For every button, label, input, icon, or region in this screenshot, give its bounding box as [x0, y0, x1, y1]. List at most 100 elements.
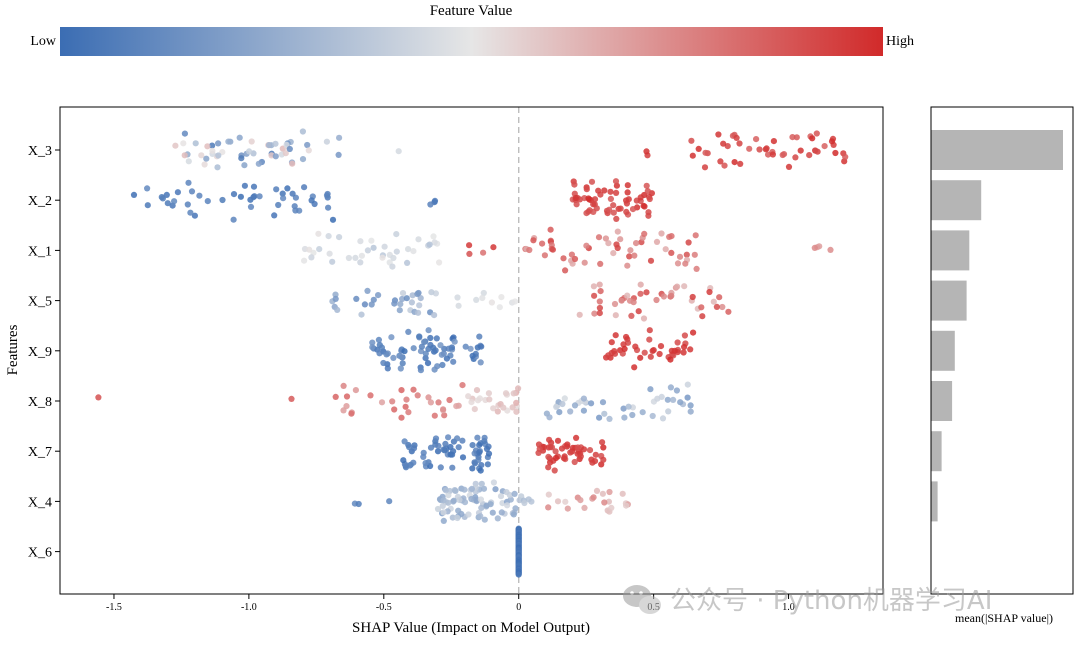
point-x8 [513, 408, 520, 415]
point-x2 [617, 205, 624, 212]
point-x4 [461, 499, 469, 506]
point-x4 [503, 489, 510, 496]
point-x2 [159, 195, 166, 202]
watermark-text: 公众号 · Python机器学习AI [670, 586, 992, 616]
point-x9 [401, 348, 408, 355]
point-x3 [286, 145, 293, 153]
point-x3 [198, 152, 205, 159]
point-x9 [427, 334, 434, 342]
point-x2 [610, 209, 617, 216]
point-x1 [315, 230, 322, 237]
point-x7 [481, 434, 488, 441]
point-x5 [596, 310, 603, 317]
point-x2 [230, 216, 237, 223]
point-x5 [591, 292, 598, 299]
point-x3 [793, 134, 800, 141]
point-x9 [425, 327, 432, 334]
point-x2 [164, 200, 171, 207]
point-x8 [332, 393, 339, 400]
point-x1 [466, 242, 473, 249]
point-x7 [577, 453, 584, 460]
point-x4 [445, 492, 452, 499]
point-x8 [378, 399, 386, 406]
point-x5 [618, 297, 625, 304]
point-x8 [625, 403, 632, 410]
point-x4 [450, 497, 457, 504]
point-x9 [623, 333, 630, 341]
point-x9 [612, 332, 619, 339]
point-x5 [628, 312, 635, 319]
point-x9 [431, 366, 438, 373]
point-x3 [203, 155, 210, 162]
point-x5 [428, 289, 435, 296]
point-x7 [400, 457, 407, 464]
point-x9 [416, 333, 423, 340]
point-x6 [515, 571, 522, 578]
point-x1 [676, 253, 684, 260]
point-x3 [172, 142, 179, 149]
point-x3 [241, 162, 248, 169]
point-x4 [468, 485, 475, 492]
point-x1 [526, 246, 533, 254]
point-x2 [612, 178, 620, 185]
importance-bar-x2 [931, 180, 982, 221]
point-x4 [494, 515, 501, 522]
point-x1 [602, 235, 610, 242]
point-x8 [621, 414, 628, 421]
point-x4 [480, 485, 488, 492]
point-x7 [483, 445, 491, 453]
point-x1 [605, 240, 612, 247]
point-x7 [552, 454, 560, 462]
point-x3 [753, 136, 760, 143]
point-x1 [430, 233, 437, 240]
point-x7 [589, 459, 596, 466]
point-x5 [408, 299, 415, 306]
point-x1 [379, 254, 386, 261]
point-x5 [698, 304, 705, 311]
point-x3 [335, 151, 342, 158]
point-x5 [455, 302, 462, 309]
point-x4 [439, 502, 446, 509]
point-x3 [701, 164, 709, 171]
point-x8 [658, 393, 665, 400]
point-x8 [441, 412, 448, 419]
point-x8 [486, 396, 493, 403]
point-x3 [180, 140, 187, 147]
point-x8 [601, 410, 608, 417]
point-x2 [247, 203, 255, 210]
point-x4 [510, 511, 517, 518]
point-x1 [547, 226, 554, 233]
point-x9 [451, 338, 458, 345]
point-x9 [608, 339, 615, 346]
point-x2 [204, 198, 211, 205]
point-x2 [184, 201, 191, 208]
point-x5 [612, 312, 619, 319]
point-x9 [417, 367, 424, 374]
point-x8 [471, 406, 478, 413]
point-x4 [497, 493, 505, 500]
point-x1 [595, 234, 603, 241]
point-x1 [624, 262, 631, 269]
point-x2 [279, 190, 286, 197]
point-x3 [248, 138, 255, 145]
point-x5 [431, 312, 438, 319]
point-x5 [479, 294, 486, 302]
point-x2 [643, 182, 650, 189]
point-x1 [306, 246, 313, 253]
point-x7 [440, 446, 447, 453]
point-x4 [461, 486, 468, 493]
point-x5 [635, 308, 642, 315]
point-x8 [649, 412, 656, 420]
point-x7 [580, 446, 588, 453]
point-x3 [225, 138, 232, 145]
point-x2 [646, 195, 653, 203]
point-x3 [828, 138, 836, 145]
point-x1 [647, 257, 655, 264]
point-x2 [601, 187, 608, 194]
point-x2 [188, 188, 196, 195]
point-x2 [572, 194, 579, 202]
importance-frame [930, 106, 1074, 595]
point-x2 [623, 208, 630, 215]
point-x1 [404, 259, 411, 266]
point-x2 [196, 192, 203, 199]
